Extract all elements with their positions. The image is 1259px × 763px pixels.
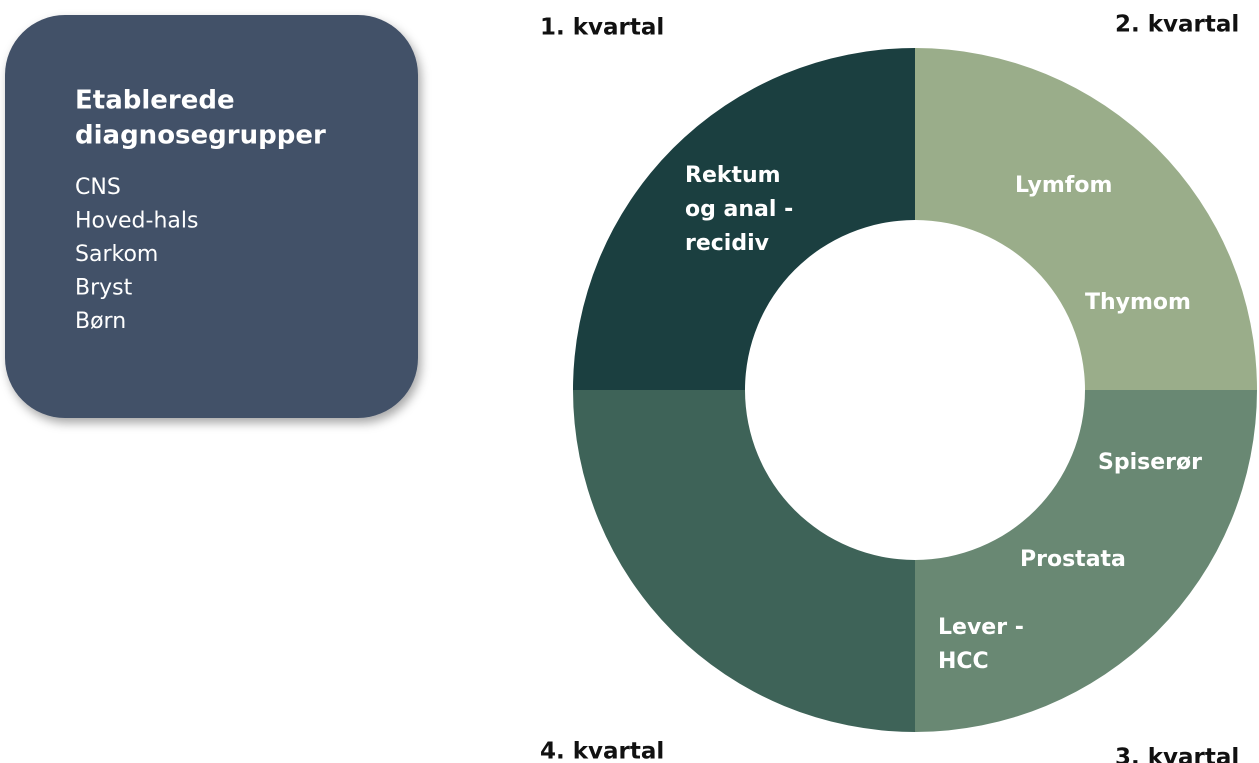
- quadrant: [915, 390, 1257, 732]
- segment-label: Prostata: [1020, 547, 1126, 572]
- quadrant: [573, 48, 915, 390]
- segment-label: HCC: [938, 649, 989, 674]
- segment-label: Lymfom: [1015, 173, 1112, 198]
- panel: [5, 15, 418, 418]
- segment-label: Lever -: [938, 615, 1024, 640]
- segment-label: Spiserør: [1098, 450, 1202, 475]
- panel-item: Børn: [75, 309, 126, 334]
- segment-label: Thymom: [1085, 290, 1191, 315]
- panel-item: Hoved-hals: [75, 209, 198, 234]
- quarter-label: 1. kvartal: [540, 15, 664, 41]
- panel-title: Etablerede: [75, 86, 235, 116]
- segment-label: recidiv: [685, 231, 770, 256]
- quarter-label: 2. kvartal: [1115, 12, 1239, 38]
- quadrant: [915, 48, 1257, 390]
- donut: 1. kvartal Rektum og anal - recidiv 2. kvart…: [540, 12, 1257, 763]
- quadrant: [573, 390, 915, 732]
- panel-item: CNS: [75, 175, 121, 200]
- segment-label: Rektum: [685, 163, 781, 188]
- quarter-label: 4. kvartal: [540, 739, 664, 763]
- panel-item: Sarkom: [75, 242, 158, 267]
- panel-text: Etablerede diagnosegrupper CNS Hoved-hals Sa…: [75, 86, 326, 335]
- panel-title: diagnosegrupper: [75, 121, 326, 151]
- panel-item: Bryst: [75, 276, 133, 301]
- quarter-label: 3. kvartal: [1115, 745, 1239, 763]
- segment-label: og anal -: [685, 197, 793, 222]
